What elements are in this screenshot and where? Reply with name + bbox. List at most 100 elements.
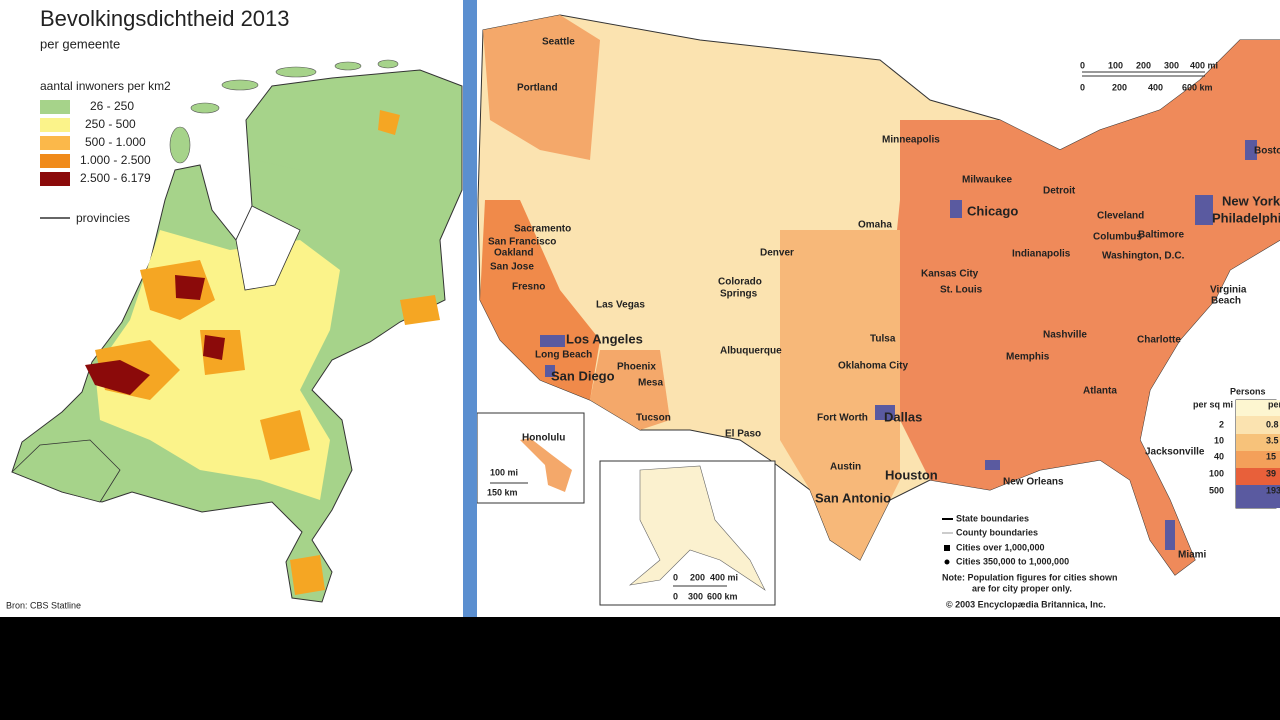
scale-label: 300: [1164, 60, 1179, 70]
scale-label: 400 mi: [1190, 60, 1218, 70]
us-panel: Seattle Portland Sacramento San FranciscoOa…: [477, 0, 1280, 617]
legend-value: 0.8: [1266, 419, 1279, 429]
city-label: Oklahoma City: [838, 361, 908, 372]
city-label: Tucson: [636, 413, 671, 424]
legend-value: 193: [1266, 485, 1280, 495]
note: Note: Population figures for cities show…: [942, 572, 1118, 582]
legend-unit: per sq mi: [1193, 399, 1233, 409]
city-label: San Jose: [490, 262, 534, 273]
legend-unit: per sq km: [1268, 399, 1280, 409]
scale-label: 150 km: [487, 487, 518, 497]
legend-title: Persons: [1230, 386, 1266, 396]
scale-label: 200: [690, 572, 705, 582]
netherlands-map: [11, 59, 463, 603]
scale-label: 100 mi: [490, 467, 518, 477]
city-label: Sacramento: [514, 224, 571, 235]
city-label: Chicago: [967, 203, 1018, 218]
city-label: Houston: [885, 467, 938, 482]
city-label: Minneapolis: [882, 135, 940, 146]
divider: [463, 0, 477, 617]
us-map: [477, 14, 1280, 606]
legend-value: 15: [1266, 451, 1276, 461]
scale-label: 600 km: [707, 591, 738, 601]
city-label: Las Vegas: [596, 300, 645, 311]
city-label: Colorado: [718, 277, 762, 288]
city-label: Fresno: [512, 282, 545, 293]
city-label: Boston: [1254, 146, 1280, 157]
city-label: New York: [1222, 193, 1280, 208]
scale-label: 400 mi: [710, 572, 738, 582]
legend-value: 40: [1214, 451, 1224, 461]
scale-label: 200: [1112, 82, 1127, 92]
city-label: El Paso: [725, 429, 761, 440]
city-label: Kansas City: [921, 269, 979, 280]
note: are for city proper only.: [972, 583, 1072, 593]
city-label: Oakland: [494, 248, 533, 259]
city-label: Portland: [517, 83, 558, 94]
city-label: Honolulu: [522, 433, 565, 444]
scale-label: 600 km: [1182, 82, 1213, 92]
city-label: Charlotte: [1137, 335, 1181, 346]
city-label: Detroit: [1043, 186, 1076, 197]
legend-item: provincies: [76, 211, 130, 225]
legend-swatches: [40, 100, 70, 219]
scale-label: 200: [1136, 60, 1151, 70]
city-label: Milwaukee: [962, 175, 1012, 186]
city-label: Baltimore: [1138, 230, 1185, 241]
city-label: Austin: [830, 462, 861, 473]
city-label: San Francisco: [488, 237, 556, 248]
legend-item: 250 - 500: [85, 117, 136, 131]
map-title: Bevolkingsdichtheid 2013: [40, 6, 290, 31]
city-label: New Orleans: [1003, 477, 1064, 488]
city-label: Dallas: [884, 409, 922, 424]
copyright: © 2003 Encyclopædia Britannica, Inc.: [946, 599, 1106, 609]
city-label: St. Louis: [940, 285, 983, 296]
city-label: San Diego: [551, 368, 615, 383]
key-label: State boundaries: [956, 513, 1029, 523]
legend-item: 1.000 - 2.500: [80, 153, 151, 167]
legend-title: aantal inwoners per km2: [40, 79, 171, 93]
letterbox: [0, 617, 1280, 720]
scale-label: 400: [1148, 82, 1163, 92]
scale-label: 0: [673, 591, 678, 601]
scale-label: 100: [1108, 60, 1123, 70]
city-label: Philadelphia: [1212, 210, 1280, 225]
city-label: Atlanta: [1083, 386, 1117, 397]
scale-label: 300: [688, 591, 703, 601]
legend-value: 10: [1214, 435, 1224, 445]
city-label: Memphis: [1006, 352, 1050, 363]
city-label: Seattle: [542, 37, 575, 48]
key-label: Cities over 1,000,000: [956, 542, 1045, 552]
city-label: Springs: [720, 289, 758, 300]
scale-label: 0: [673, 572, 678, 582]
city-label: Long Beach: [535, 350, 592, 361]
key-label: County boundaries: [956, 527, 1038, 537]
city-label: Cleveland: [1097, 211, 1144, 222]
city-label: Denver: [760, 248, 794, 259]
city-label: San Antonio: [815, 490, 891, 505]
legend-value: 3.5: [1266, 435, 1279, 445]
source: Bron: CBS Statline: [6, 600, 81, 610]
city-label: Tulsa: [870, 334, 896, 345]
legend-item: 500 - 1.000: [85, 135, 146, 149]
scale-label: 0: [1080, 60, 1085, 70]
city-label: Los Angeles: [566, 331, 643, 346]
city-label: Columbus: [1093, 232, 1142, 243]
city-label: Fort Worth: [817, 413, 868, 424]
legend-value: 39: [1266, 468, 1276, 478]
legend-value: 500: [1209, 485, 1224, 495]
legend-value: 100: [1209, 468, 1224, 478]
city-label: Mesa: [638, 378, 663, 389]
city-label: Beach: [1211, 296, 1241, 307]
legend-item: 2.500 - 6.179: [80, 171, 151, 185]
map-subtitle: per gemeente: [40, 36, 120, 51]
city-label: Omaha: [858, 220, 892, 231]
legend-item: 26 - 250: [90, 99, 134, 113]
city-label: Nashville: [1043, 330, 1087, 341]
city-label: Jacksonville: [1145, 447, 1205, 458]
city-label: Phoenix: [617, 362, 656, 373]
city-label: Miami: [1178, 550, 1207, 561]
scale-label: 0: [1080, 82, 1085, 92]
city-label: Virginia: [1210, 285, 1247, 296]
